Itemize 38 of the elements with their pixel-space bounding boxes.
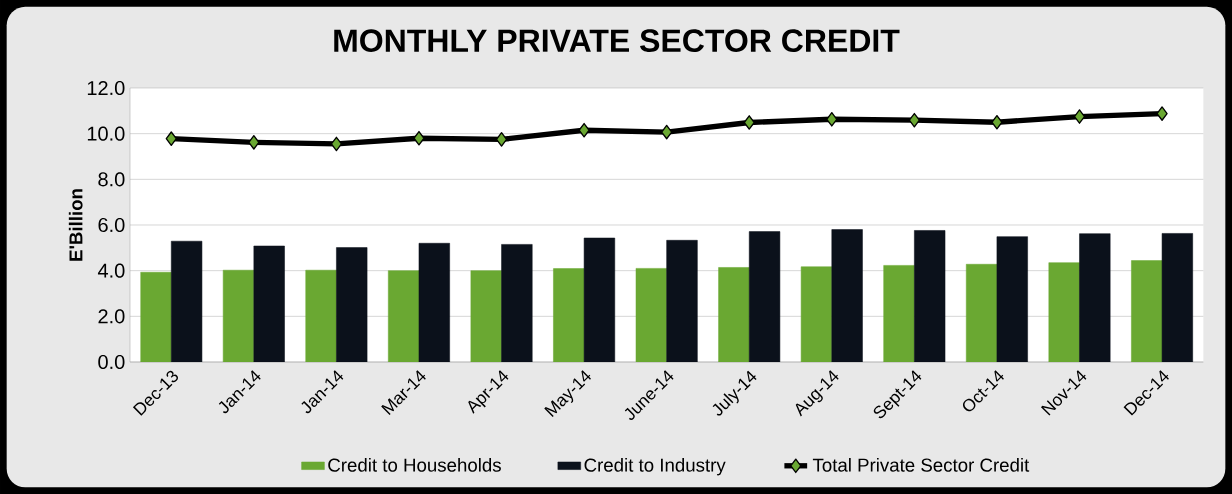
bar bbox=[666, 240, 698, 362]
bar bbox=[914, 230, 946, 362]
point bbox=[495, 132, 508, 147]
point bbox=[991, 114, 1003, 130]
y-tick-label: 0.0 bbox=[98, 354, 125, 370]
point bbox=[1156, 106, 1168, 121]
bar bbox=[748, 231, 781, 362]
point bbox=[661, 124, 673, 140]
chart-title: MONTHLY PRIVATE SECTOR CREDIT bbox=[334, 29, 900, 52]
bar bbox=[171, 240, 203, 362]
bar bbox=[1079, 233, 1111, 362]
y-tick-label: 8.0 bbox=[98, 172, 125, 187]
y-tick-label: 6.0 bbox=[98, 217, 125, 233]
point bbox=[743, 115, 755, 130]
legend-label: Credit to Industry bbox=[584, 458, 726, 476]
bar bbox=[831, 229, 863, 362]
bar bbox=[1161, 233, 1193, 362]
bar bbox=[418, 243, 450, 362]
y-tick-label: 4.0 bbox=[97, 263, 125, 278]
legend-label: Total Private Sector Credit bbox=[812, 458, 1030, 472]
bar bbox=[253, 245, 285, 362]
point bbox=[826, 111, 838, 127]
point bbox=[248, 135, 260, 150]
y-tick-label: 10.0 bbox=[87, 126, 125, 141]
point bbox=[413, 130, 425, 146]
point bbox=[330, 136, 343, 152]
legend-label: Credit to Households bbox=[328, 458, 501, 472]
bar bbox=[583, 237, 616, 362]
y-tick-label: 12.0 bbox=[87, 80, 125, 96]
point bbox=[1073, 109, 1086, 124]
point bbox=[165, 131, 177, 147]
y-tick-label: 2.0 bbox=[98, 309, 125, 324]
point bbox=[908, 112, 921, 128]
bar bbox=[996, 236, 1028, 362]
point bbox=[578, 122, 590, 138]
bar bbox=[501, 244, 533, 362]
bar bbox=[336, 247, 368, 362]
y-axis-title: E'Billion bbox=[68, 189, 83, 261]
